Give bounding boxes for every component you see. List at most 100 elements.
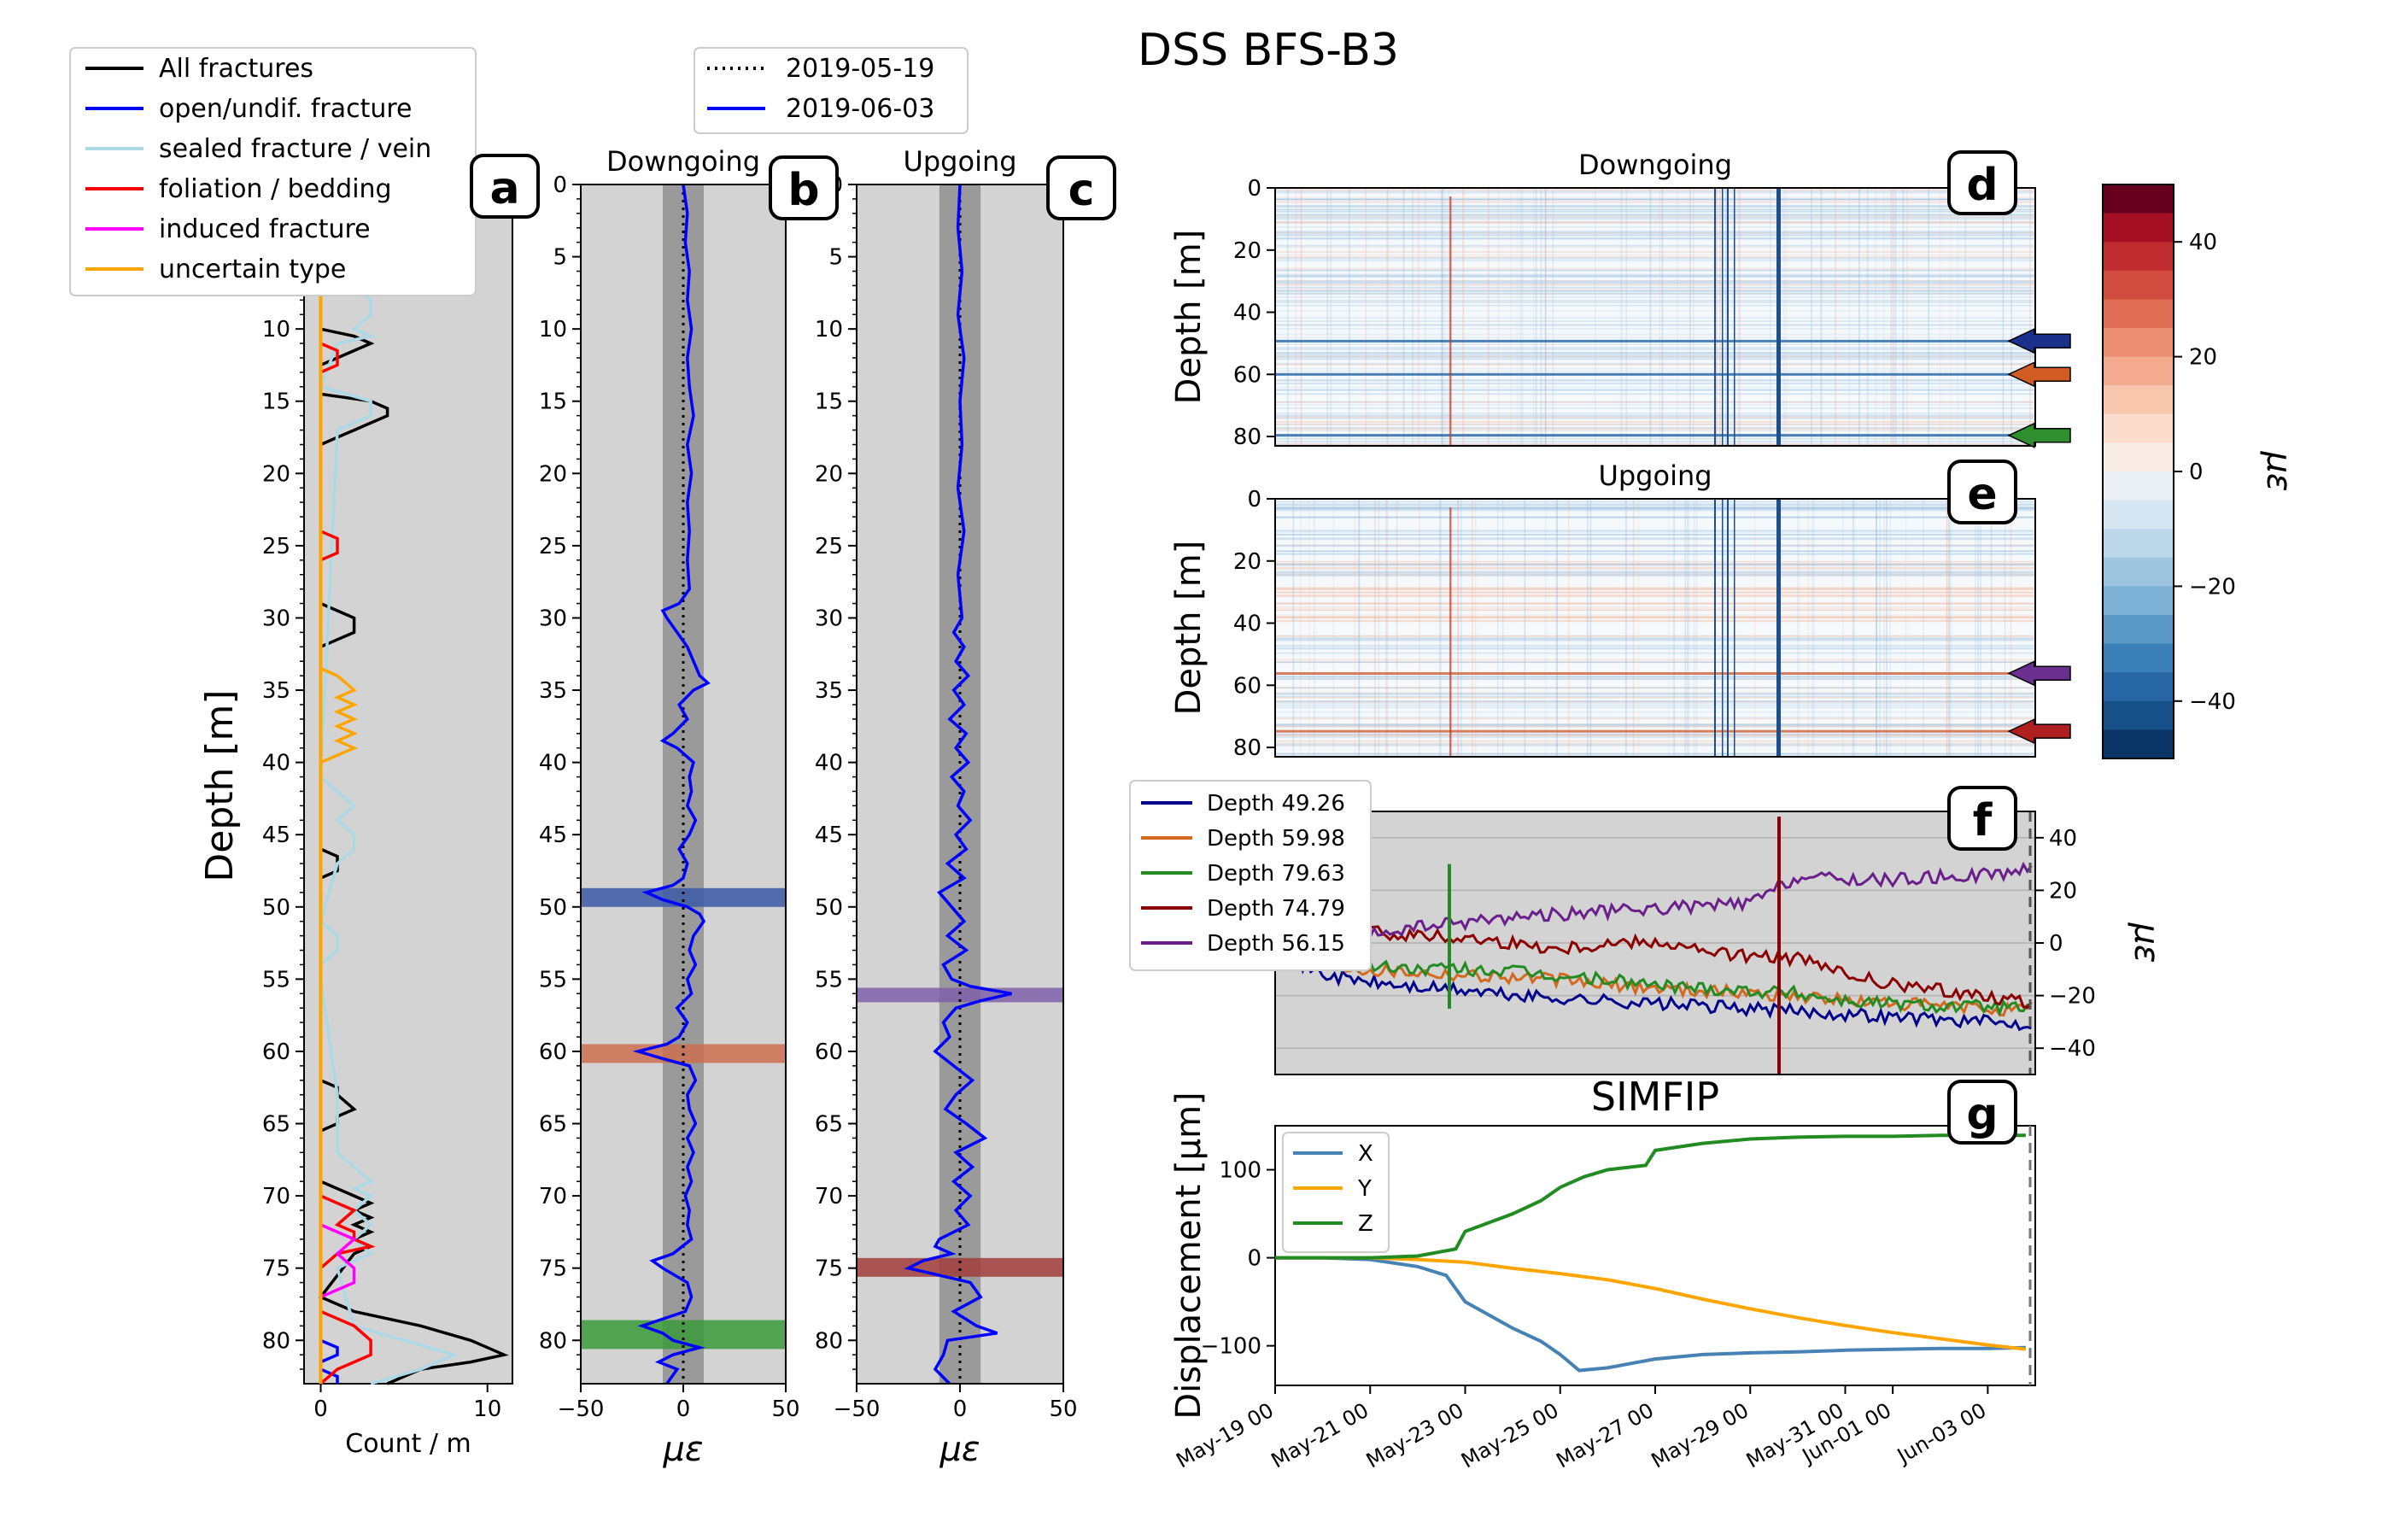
colorbar-segment — [2103, 270, 2174, 300]
heatmap-stripe-e — [1275, 659, 2035, 661]
heatmap-stripe-d — [1275, 367, 2035, 370]
heatmap-stripe-d — [1275, 436, 2035, 438]
figure-title: DSS BFS-B3 — [1138, 25, 1399, 76]
heatmap-stripe-e — [1275, 565, 2035, 566]
y-tick-label-c: 70 — [815, 1184, 843, 1209]
heatmap-stripe-d — [1275, 256, 2035, 258]
heatmap-stripe-e — [1275, 752, 2035, 754]
heatmap-stripe-d — [1275, 273, 2035, 276]
heatmap-stripe-d — [1275, 221, 2035, 223]
y-tick-label-b: 0 — [553, 173, 567, 198]
y-tick-label-c: 25 — [815, 534, 843, 559]
heatmap-stripe-e — [1275, 723, 2035, 726]
heatmap-stripe-e — [1275, 602, 2035, 605]
heatmap-stripe-d — [1275, 427, 2035, 429]
x-tick-label-g: May-27 00 — [1552, 1398, 1658, 1473]
heatmap-stripe-d — [1275, 383, 2035, 385]
heatmap-column-d — [1928, 188, 1929, 446]
y-tick-label-a: 65 — [262, 1112, 290, 1138]
heatmap-event-column-e — [1776, 499, 1781, 757]
heatmap-stripe-e — [1275, 615, 2035, 618]
heatmap-stripe-e — [1275, 635, 2035, 637]
heatmap-column-e — [1358, 499, 1361, 757]
heatmap-stripe-d — [1275, 393, 2035, 395]
heatmap-column-e — [1440, 499, 1442, 757]
heatmap-column-d — [1716, 188, 1718, 446]
heatmap-stripe-e — [1275, 740, 2035, 742]
heatmap-stripe-d — [1275, 222, 2035, 224]
heatmap-column-d — [1349, 188, 1350, 446]
heatmap-column-d — [1442, 188, 1444, 446]
heatmap-column-d — [1906, 188, 1908, 446]
heatmap-stripe-d — [1275, 198, 2035, 201]
heatmap-stripe-e — [1275, 516, 2035, 518]
heatmap-feature-e — [1275, 671, 2035, 675]
heatmap-column-e — [1975, 499, 1976, 757]
y-tick-label-a: 55 — [262, 967, 290, 993]
y-tick-label-g: 100 — [1219, 1158, 1261, 1184]
panel-c: 05101520253035404550556065707580−50050με… — [815, 145, 1078, 1469]
y-tick-label-b: 70 — [539, 1184, 567, 1209]
colorbar-segment — [2103, 442, 2174, 472]
heatmap-column-e — [1587, 499, 1589, 757]
heatmap-column-d — [1535, 188, 1537, 446]
panel-badge-label-d: d — [1966, 160, 1998, 211]
legend-f — [1129, 780, 1372, 971]
heatmap-stripe-d — [1275, 333, 2035, 336]
heatmap-stripe-e — [1275, 573, 2035, 576]
heatmap-stripe-d — [1275, 420, 2035, 423]
y-tick-label-a: 10 — [262, 317, 290, 343]
heatmap-stripe-e — [1275, 560, 2035, 563]
legend-bc-label: 2019-05-19 — [786, 54, 934, 84]
heatmap-column-d — [1544, 188, 1547, 446]
heatmap-stripe-e — [1275, 517, 2035, 518]
y-tick-label-a: 40 — [262, 751, 290, 776]
heatmap-column-e — [1807, 499, 1809, 757]
heatmap-stripe-d — [1275, 300, 2035, 302]
heatmap-column-e — [1948, 499, 1951, 757]
heatmap-column-e — [1396, 499, 1398, 757]
colorbar-tick-label: 20 — [2189, 345, 2217, 371]
heatmap-stripe-d — [1275, 424, 2035, 426]
colorbar-segment — [2103, 328, 2174, 358]
heatmap-stripe-d — [1275, 260, 2035, 261]
heatmap-stripe-d — [1275, 198, 2035, 201]
colorbar-segment — [2103, 700, 2174, 730]
heatmap-column-d — [1424, 188, 1426, 446]
legend-f-label: Depth 56.15 — [1207, 931, 1345, 957]
panel-d: 0 20 40 60 80 Downgoing Depth [m] — [1169, 149, 2071, 450]
heatmap-column-d — [1893, 188, 1894, 446]
heatmap-column-e — [1637, 499, 1639, 757]
y-tick-label-c: 80 — [815, 1328, 843, 1354]
heatmap-stripe-e — [1275, 594, 2035, 596]
series-line-g-1 — [1275, 1256, 2027, 1351]
heatmap-stripe-d — [1275, 415, 2035, 418]
heatmap-stripe-d — [1275, 201, 2035, 202]
heatmap-stripe-d — [1275, 216, 2035, 218]
heatmap-stripe-d — [1275, 287, 2035, 289]
heatmap-stripe-e — [1275, 717, 2035, 720]
heatmap-column-e — [2004, 499, 2006, 757]
heatmap-stripe-d — [1275, 190, 2035, 193]
heatmap-column-e — [1378, 499, 1380, 757]
heatmap-column-d — [1659, 188, 1661, 446]
heatmap-stripe-d — [1275, 317, 2035, 319]
heatmap-stripe-e — [1275, 566, 2035, 569]
heatmap-stripe-e — [1275, 723, 2035, 725]
heatmap-column-e — [1684, 499, 1687, 757]
heatmap-stripe-d — [1275, 233, 2035, 236]
heatmap-column-d — [1661, 188, 1664, 446]
heatmap-stripe-e — [1275, 571, 2035, 574]
heatmap-stripe-e — [1275, 617, 2035, 618]
heatmap-column-e — [1308, 499, 1310, 757]
y-tick-label-c: 20 — [815, 461, 843, 487]
heatmap-column-d — [1532, 188, 1535, 446]
heatmap-event-column-e — [1449, 507, 1452, 757]
heatmap-stripe-e — [1275, 609, 2035, 612]
heatmap-stripe-e — [1275, 687, 2035, 689]
legend-a-label: uncertain type — [159, 255, 346, 284]
heatmap-column-d — [1858, 188, 1860, 446]
series-line-b-1 — [632, 184, 711, 1385]
heatmap-stripe-d — [1275, 245, 2035, 248]
